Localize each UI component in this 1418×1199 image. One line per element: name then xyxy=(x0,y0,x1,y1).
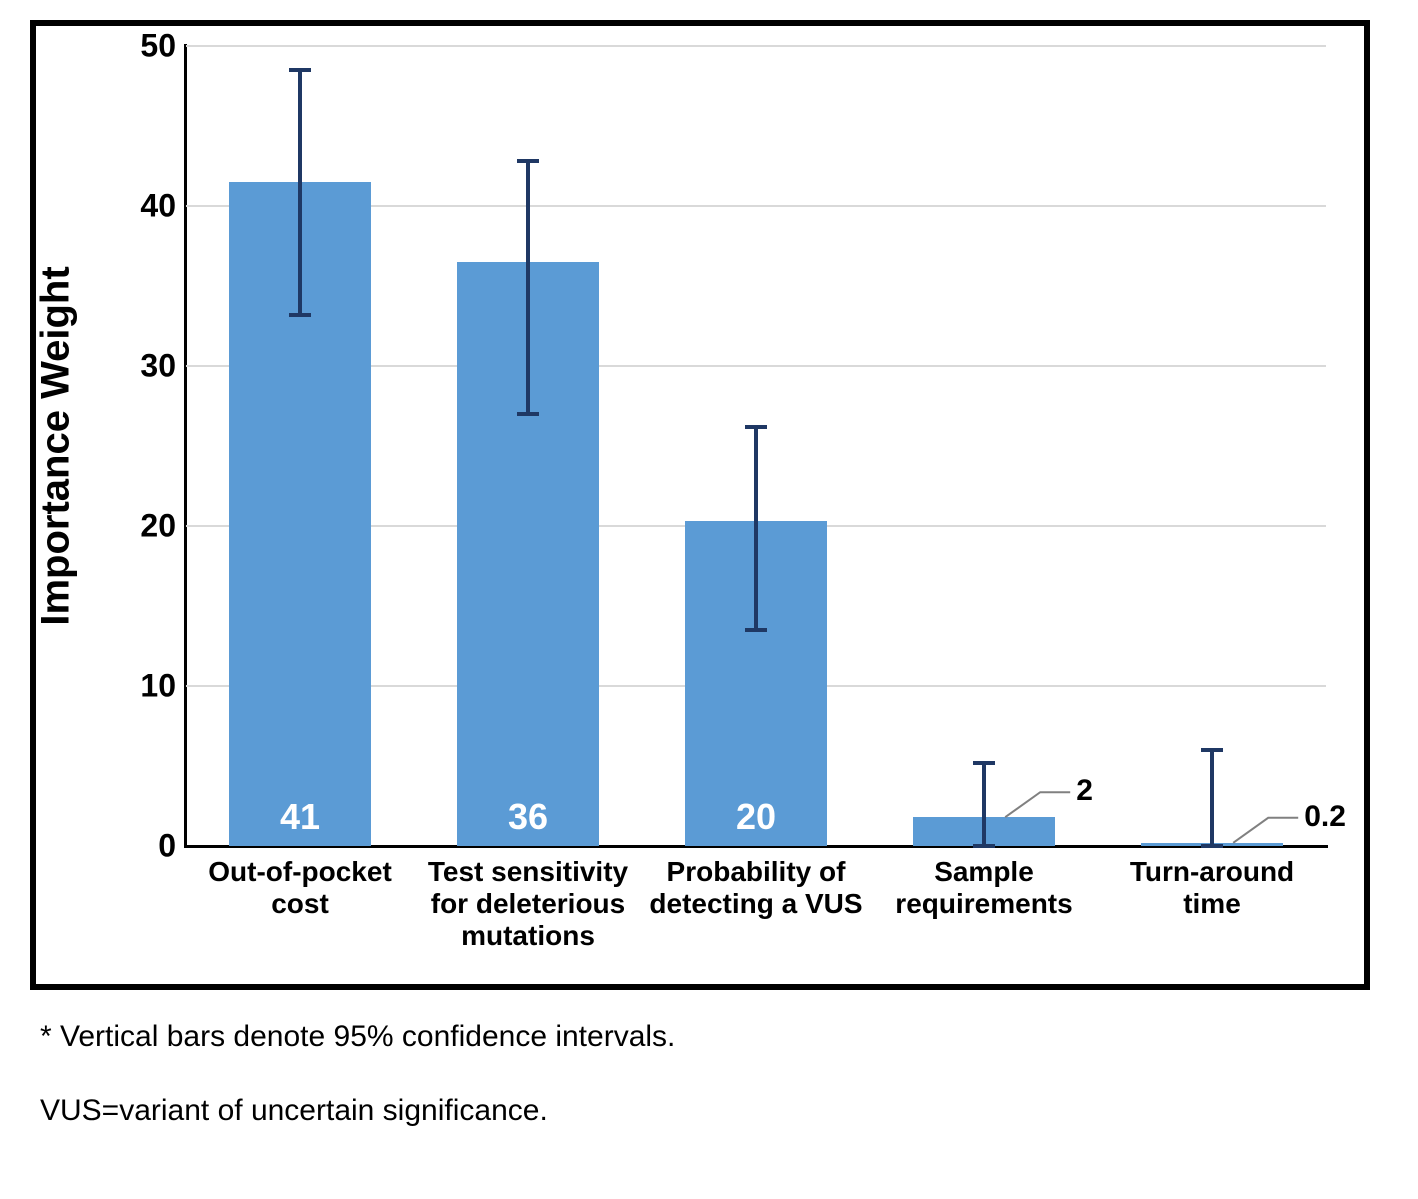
error-bar xyxy=(1210,750,1214,846)
x-tick-label: Probability ofdetecting a VUS xyxy=(642,856,870,920)
y-tick-label: 40 xyxy=(131,188,176,225)
y-tick-label: 50 xyxy=(131,28,176,65)
x-tick-label: Out-of-pocketcost xyxy=(186,856,414,920)
x-tick-label: Samplerequirements xyxy=(870,856,1098,920)
callout-leader xyxy=(186,46,1326,846)
error-bar-cap xyxy=(1201,844,1223,848)
plot-area: 41362020.2 xyxy=(186,46,1326,846)
footnote-ci: * Vertical bars denote 95% confidence in… xyxy=(40,1020,1378,1054)
y-tick-label: 20 xyxy=(131,508,176,545)
chart-frame: Importance Weight 41362020.2 0 10 20 30 40 50… xyxy=(30,20,1370,990)
y-tick-label: 10 xyxy=(131,668,176,705)
y-axis-title: Importance Weight xyxy=(34,266,79,625)
x-tick-label: Turn-aroundtime xyxy=(1098,856,1326,920)
footnote-vus: VUS=variant of uncertain significance. xyxy=(40,1094,1378,1128)
bar-value-label: 0.2 xyxy=(1304,800,1346,834)
y-tick-label: 0 xyxy=(131,828,176,865)
error-bar-cap xyxy=(1201,748,1223,752)
y-tick-label: 30 xyxy=(131,348,176,385)
x-tick-label: Test sensitivityfor deleteriousmutations xyxy=(414,856,642,953)
